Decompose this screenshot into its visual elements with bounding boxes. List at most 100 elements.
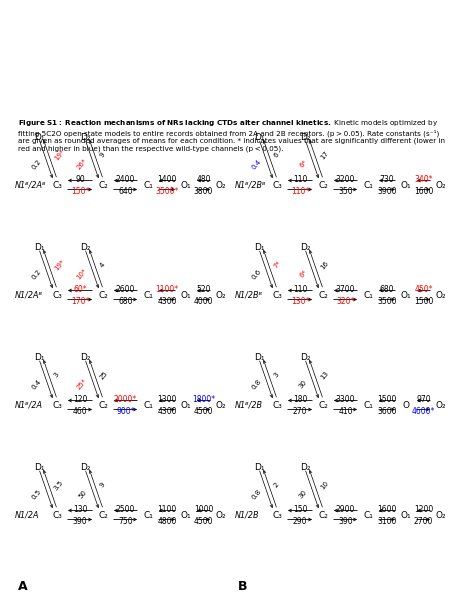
Text: 640: 640 <box>118 187 133 196</box>
Text: 110: 110 <box>293 284 307 293</box>
Text: 13: 13 <box>319 370 329 380</box>
Text: O: O <box>402 401 410 409</box>
Text: 10: 10 <box>319 479 329 490</box>
Text: C₂: C₂ <box>318 181 328 190</box>
Text: 0.2: 0.2 <box>30 158 42 170</box>
Text: C₃: C₃ <box>272 181 282 190</box>
Text: 1600: 1600 <box>414 187 433 196</box>
Text: 3800: 3800 <box>194 187 213 196</box>
Text: 1400: 1400 <box>158 175 177 184</box>
Text: 1500: 1500 <box>377 395 397 403</box>
Text: 0.4: 0.4 <box>250 158 262 170</box>
Text: 26*: 26* <box>76 157 88 170</box>
Text: C₃: C₃ <box>52 401 62 409</box>
Text: 30: 30 <box>297 488 308 499</box>
Text: 480: 480 <box>196 175 211 184</box>
Text: D₁: D₁ <box>34 463 44 472</box>
Text: 1100: 1100 <box>158 505 176 514</box>
Text: C₁: C₁ <box>363 290 373 299</box>
Text: 4000: 4000 <box>194 296 213 305</box>
Text: 460: 460 <box>73 407 87 415</box>
Text: C₂: C₂ <box>318 290 328 299</box>
Text: 2600: 2600 <box>116 284 135 293</box>
Text: 3700: 3700 <box>336 284 355 293</box>
Text: 0.4: 0.4 <box>30 378 42 390</box>
Text: C₂: C₂ <box>98 290 108 299</box>
Text: N1/2Aᴮ: N1/2Aᴮ <box>15 290 43 299</box>
Text: O₂: O₂ <box>216 401 226 409</box>
Text: 2000*: 2000* <box>114 395 137 403</box>
Text: 10*: 10* <box>76 268 88 281</box>
Text: C₂: C₂ <box>318 511 328 520</box>
Text: 19*: 19* <box>53 148 66 161</box>
Text: O₁: O₁ <box>181 511 191 520</box>
Text: 3: 3 <box>273 371 280 379</box>
Text: 1800*: 1800* <box>192 395 215 403</box>
Text: 4800: 4800 <box>158 517 177 526</box>
Text: D₁: D₁ <box>254 243 264 252</box>
Text: $\mathbf{Figure\ S1:\ Reaction\ mechanisms\ of\ NRs\ lacking\ CTDs\ alter\ chann: $\mathbf{Figure\ S1:\ Reaction\ mechanis… <box>18 118 445 152</box>
Text: B: B <box>238 580 248 593</box>
Text: 6*: 6* <box>298 269 308 279</box>
Text: N1/2A: N1/2A <box>15 511 40 520</box>
Text: D₁: D₁ <box>34 133 44 142</box>
Text: 290: 290 <box>293 517 307 526</box>
Text: D₂: D₂ <box>300 243 310 252</box>
Text: O₁: O₁ <box>181 401 191 409</box>
Text: N1ᴮ/2A: N1ᴮ/2A <box>15 401 43 409</box>
Text: C₁: C₁ <box>143 181 153 190</box>
Text: O₁: O₁ <box>400 181 411 190</box>
Text: 120: 120 <box>73 395 87 403</box>
Text: 90: 90 <box>75 175 85 184</box>
Text: C₁: C₁ <box>143 511 153 520</box>
Text: 6: 6 <box>273 151 280 158</box>
Text: C₂: C₂ <box>318 401 328 409</box>
Text: 450*: 450* <box>414 284 433 293</box>
Text: 170*: 170* <box>71 296 89 305</box>
Text: 390: 390 <box>73 517 87 526</box>
Text: 180: 180 <box>293 395 307 403</box>
Text: N1ᴮ/2Aᴮ: N1ᴮ/2Aᴮ <box>15 181 46 190</box>
Text: C₂: C₂ <box>98 401 108 409</box>
Text: 350: 350 <box>338 187 353 196</box>
Text: 390: 390 <box>338 517 353 526</box>
Text: 410: 410 <box>338 407 353 415</box>
Text: A: A <box>18 580 27 593</box>
Text: D₁: D₁ <box>34 243 44 252</box>
Text: 2: 2 <box>273 481 280 488</box>
Text: C₃: C₃ <box>272 290 282 299</box>
Text: D₁: D₁ <box>34 353 44 362</box>
Text: 9: 9 <box>99 151 107 158</box>
Text: 4500: 4500 <box>194 517 213 526</box>
Text: 150: 150 <box>293 505 307 514</box>
Text: 3500*: 3500* <box>155 187 179 196</box>
Text: 3500: 3500 <box>377 296 397 305</box>
Text: O₂: O₂ <box>436 181 446 190</box>
Text: O₁: O₁ <box>181 181 191 190</box>
Text: D₂: D₂ <box>300 353 310 362</box>
Text: 1200: 1200 <box>414 505 433 514</box>
Text: D₂: D₂ <box>300 463 310 472</box>
Text: 3.5: 3.5 <box>53 479 65 491</box>
Text: 25*: 25* <box>76 377 88 391</box>
Text: 4300: 4300 <box>157 296 177 305</box>
Text: 110: 110 <box>293 175 307 184</box>
Text: 3600: 3600 <box>377 407 397 415</box>
Text: 17: 17 <box>319 149 329 160</box>
Text: 3300: 3300 <box>336 395 355 403</box>
Text: 0.8: 0.8 <box>250 378 262 390</box>
Text: D₂: D₂ <box>80 353 90 362</box>
Text: 3100: 3100 <box>377 517 397 526</box>
Text: 3200: 3200 <box>336 175 355 184</box>
Text: 0.2: 0.2 <box>30 268 42 280</box>
Text: 19*: 19* <box>53 259 66 272</box>
Text: 900*: 900* <box>116 407 135 415</box>
Text: N1/2Bᴮ: N1/2Bᴮ <box>235 290 263 299</box>
Text: 0.8: 0.8 <box>250 488 262 500</box>
Text: 4: 4 <box>99 262 106 269</box>
Text: C₂: C₂ <box>98 181 108 190</box>
Text: 3900: 3900 <box>377 187 397 196</box>
Text: 0.5: 0.5 <box>30 488 42 500</box>
Text: 320*: 320* <box>336 296 355 305</box>
Text: 60*: 60* <box>73 284 87 293</box>
